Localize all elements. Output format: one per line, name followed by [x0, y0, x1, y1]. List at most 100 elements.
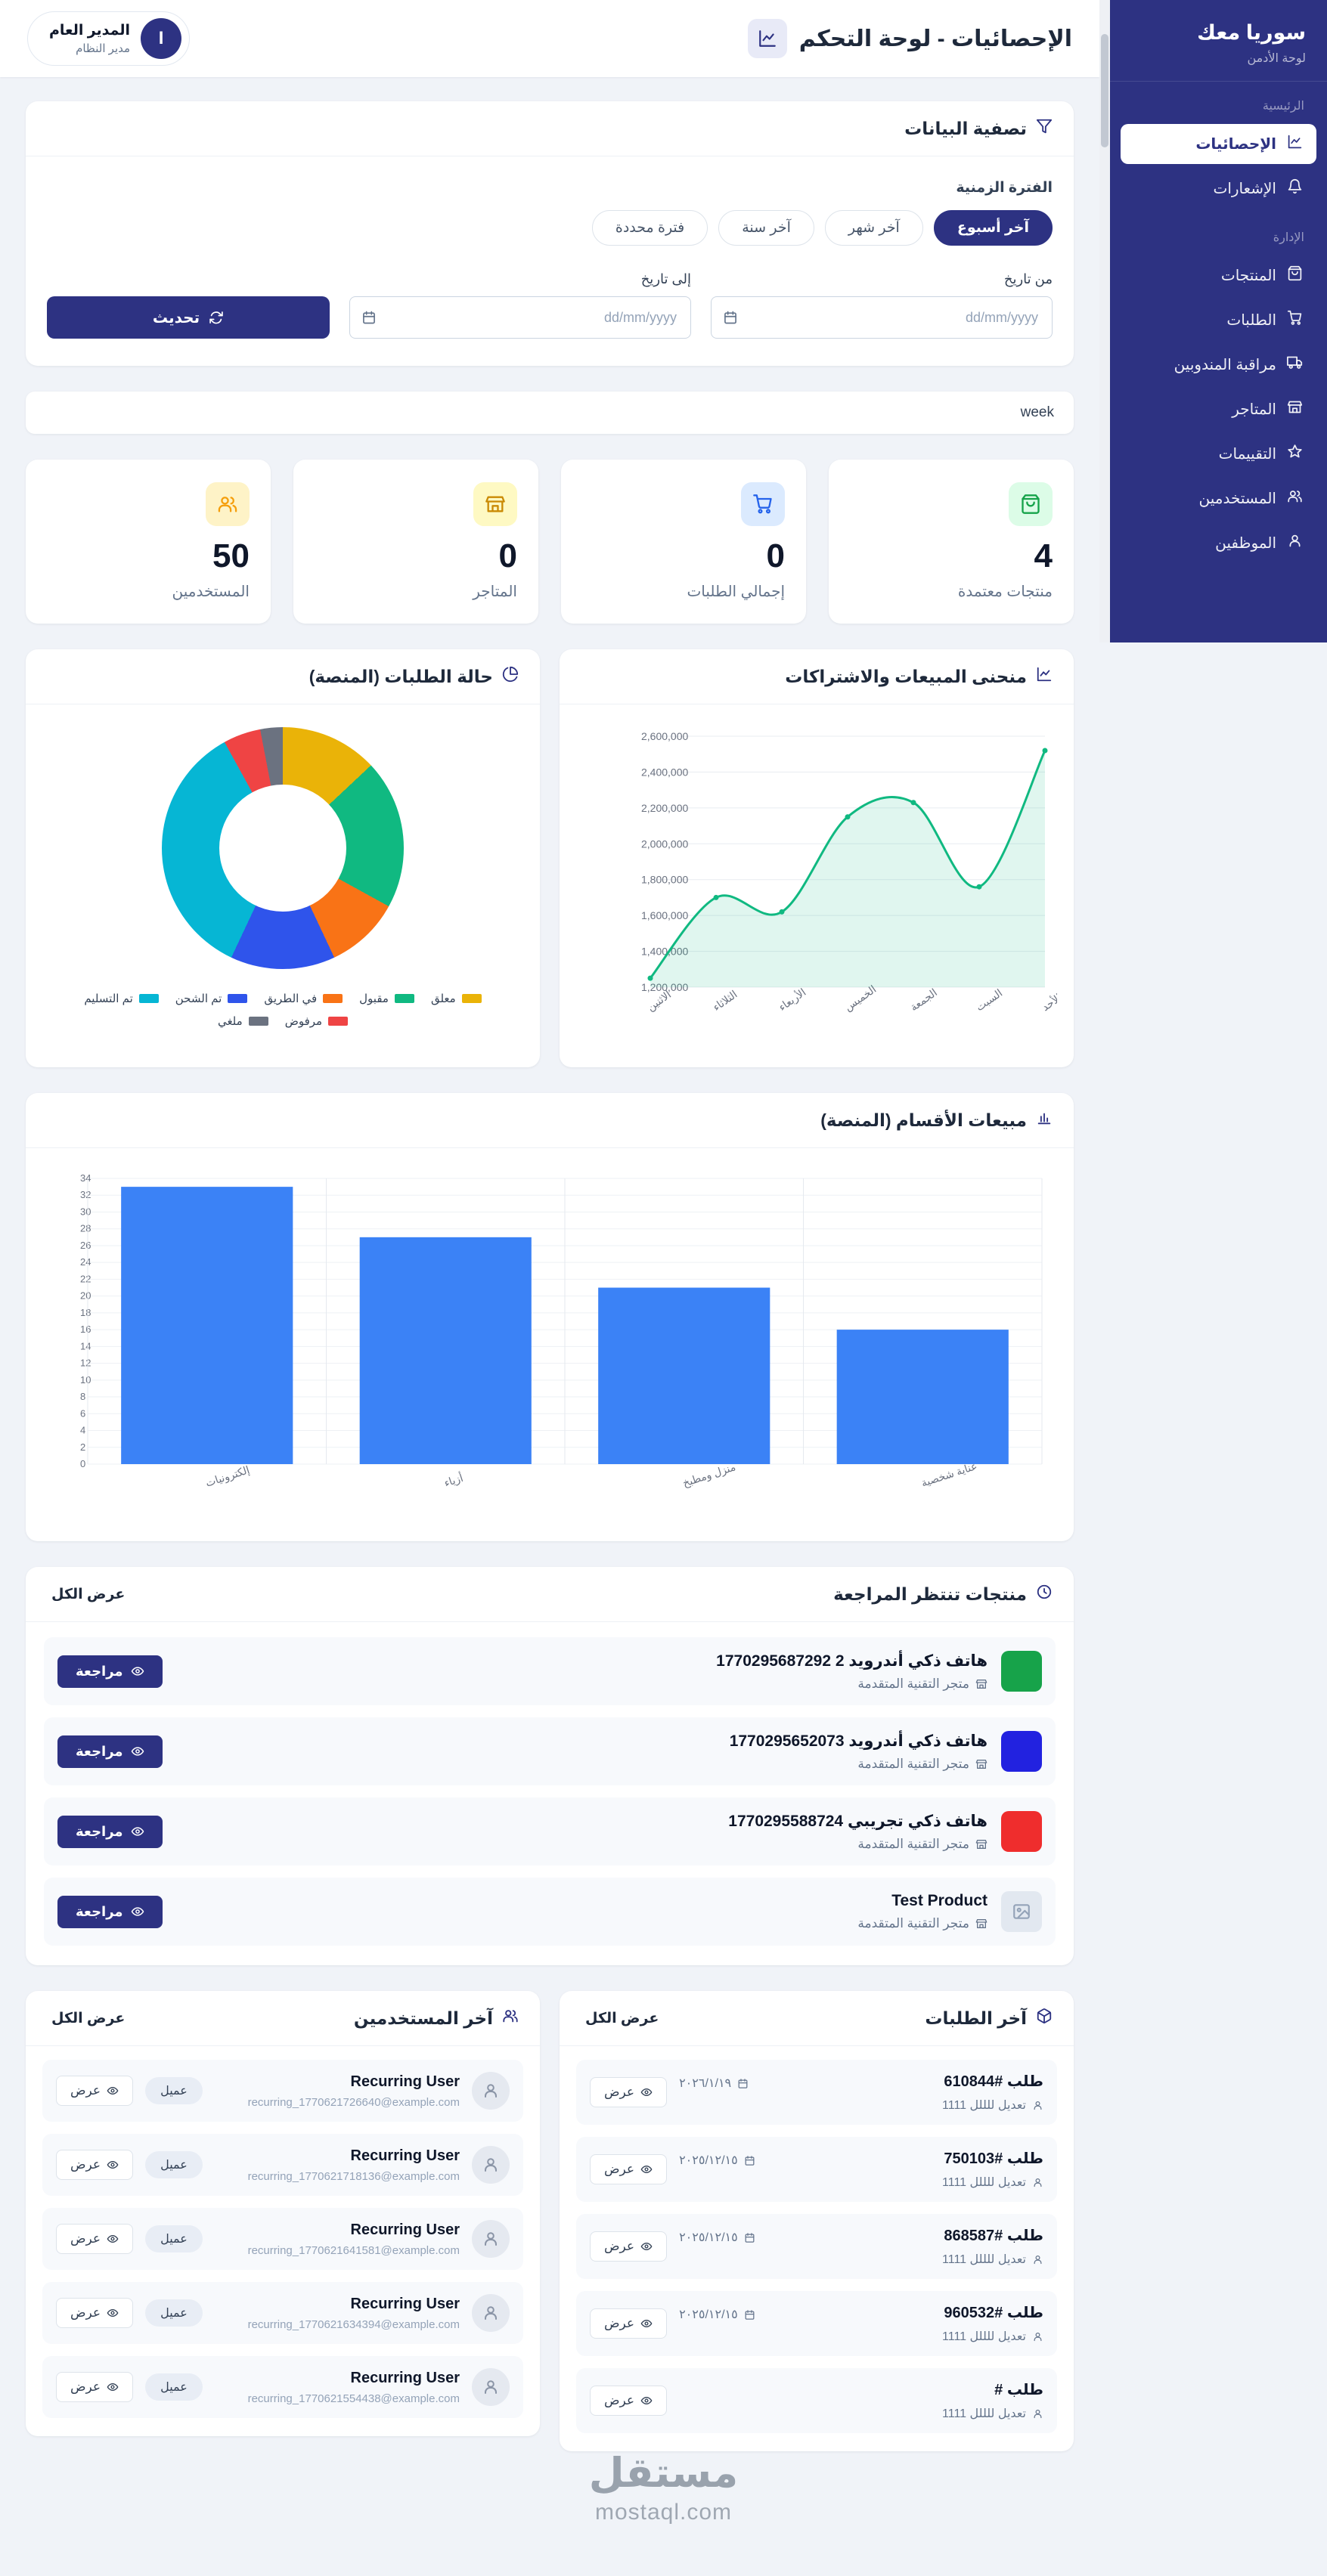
legend-label: تم الشحن: [175, 992, 222, 1005]
user-name: Recurring User: [350, 2147, 460, 2164]
view-user-button[interactable]: عرض: [56, 2150, 134, 2180]
page-title: الإحصائيات - لوحة التحكم: [798, 26, 1072, 51]
user-avatar-icon: [472, 2220, 510, 2258]
order-date: ٢٠٢٥/١٢/١٥: [679, 2307, 755, 2322]
from-date-input[interactable]: [711, 296, 1053, 339]
sidebar-item-statistics[interactable]: الإحصائيات: [1121, 124, 1316, 164]
svg-text:1,800,000: 1,800,000: [641, 874, 688, 886]
page: سوريا معك لوحة الأدمن الرئيسية الإحصائيا…: [0, 0, 1327, 2451]
view-order-button[interactable]: عرض: [590, 2077, 668, 2107]
review-button-label: مراجعة: [76, 1823, 123, 1839]
view-order-button[interactable]: عرض: [590, 2386, 668, 2416]
calendar-icon: [744, 2309, 755, 2321]
review-button[interactable]: مراجعة: [57, 1655, 163, 1688]
product-row: هاتف ذكي أندرويد 2 1770295687292 متجر ال…: [44, 1637, 1056, 1705]
period-custom-button[interactable]: فترة محددة: [591, 210, 708, 246]
update-button[interactable]: تحديث: [47, 296, 330, 339]
order-customer-name: تعديل للللل 1111: [942, 2330, 1026, 2343]
legend-item[interactable]: مقبول: [359, 992, 414, 1005]
legend-item[interactable]: مرفوض: [285, 1014, 349, 1028]
store-icon: [975, 1918, 987, 1930]
svg-text:1,400,000: 1,400,000: [641, 946, 688, 958]
app-title: سوريا معك: [1197, 21, 1306, 44]
store-icon: [1287, 399, 1303, 420]
sidebar-item-orders[interactable]: الطلبات: [1121, 300, 1316, 340]
order-info: طلب #960532 تعديل للللل 1111: [767, 2303, 1043, 2344]
sidebar-item-label: المستخدمين: [1198, 491, 1276, 507]
user-name: Recurring User: [350, 2295, 460, 2312]
bar-chart-svg: 0246810121416182022242628303234إلكترونيا…: [80, 1172, 1043, 1490]
view-order-button[interactable]: عرض: [590, 2154, 668, 2184]
legend-item[interactable]: ملغي: [218, 1014, 268, 1028]
view-user-button[interactable]: عرض: [56, 2076, 134, 2106]
view-order-label: عرض: [604, 2085, 635, 2099]
view-all-products-button[interactable]: عرض الكل: [47, 1585, 129, 1604]
to-date-input[interactable]: [349, 296, 691, 339]
svg-text:32: 32: [80, 1189, 91, 1200]
sidebar-item-users[interactable]: المستخدمين: [1121, 478, 1316, 519]
user-role-badge: عميل: [145, 2373, 203, 2401]
stat-value: 4: [1034, 537, 1053, 574]
view-order-button[interactable]: عرض: [590, 2308, 668, 2339]
sidebar-nav-main: الإحصائيات الإشعارات: [1110, 124, 1327, 209]
svg-text:6: 6: [80, 1407, 85, 1419]
view-order-label: عرض: [604, 2393, 635, 2407]
sidebar-item-label: مراقبة المندوبين: [1174, 357, 1276, 373]
sidebar-item-employees[interactable]: الموظفين: [1121, 523, 1316, 563]
sidebar-item-delegates-monitoring[interactable]: مراقبة المندوبين: [1121, 345, 1316, 385]
review-button[interactable]: مراجعة: [57, 1895, 163, 1928]
legend-item[interactable]: تم الشحن: [175, 992, 248, 1005]
user-role-badge: عميل: [145, 2225, 203, 2252]
view-user-button[interactable]: عرض: [56, 2372, 134, 2402]
view-order-label: عرض: [604, 2162, 635, 2176]
period-last-year-button[interactable]: آخر سنة: [718, 210, 814, 246]
period-last-week-button[interactable]: آخر أسبوع: [933, 210, 1053, 246]
sidebar-item-label: الموظفين: [1215, 535, 1276, 552]
user-row: Recurring User recurring_1770621641581@e…: [42, 2208, 523, 2270]
review-button[interactable]: مراجعة: [57, 1815, 163, 1848]
legend-item[interactable]: تم التسليم: [84, 992, 159, 1005]
admin-menu[interactable]: I المدير العام مدير النظام: [27, 11, 191, 66]
user-row: Recurring User recurring_1770621554438@e…: [42, 2356, 523, 2418]
legend-item[interactable]: معلق: [431, 992, 482, 1005]
svg-text:22: 22: [80, 1273, 91, 1284]
filter-icon: [1036, 118, 1053, 139]
svg-text:20: 20: [80, 1290, 91, 1302]
legend-swatch: [248, 1017, 268, 1026]
product-info: Test Product متجر التقنية المتقدمة: [176, 1892, 987, 1931]
user-name: Recurring User: [350, 2073, 460, 2090]
view-order-button[interactable]: عرض: [590, 2231, 668, 2262]
scrollbar-track[interactable]: [1099, 0, 1110, 642]
store-icon: [473, 482, 517, 526]
legend-item[interactable]: في الطريق: [264, 992, 343, 1005]
legend-label: مقبول: [359, 992, 389, 1005]
product-name: هاتف ذكي أندرويد 1770295652073: [729, 1732, 987, 1750]
view-user-label: عرض: [70, 2305, 101, 2320]
sidebar-item-products[interactable]: المنتجات: [1121, 255, 1316, 296]
calendar-icon: [744, 2232, 755, 2243]
order-customer-name: تعديل للللل 1111: [942, 2176, 1026, 2189]
view-user-button[interactable]: عرض: [56, 2298, 134, 2328]
shopping-bag-icon: [1009, 482, 1053, 526]
review-button[interactable]: مراجعة: [57, 1735, 163, 1768]
sidebar-item-ratings[interactable]: التقييمات: [1121, 434, 1316, 474]
order-info: طلب #750103 تعديل للللل 1111: [767, 2149, 1043, 2190]
order-number: طلب #610844: [944, 2073, 1043, 2090]
update-button-label: تحديث: [152, 309, 200, 327]
sidebar-item-stores[interactable]: المتاجر: [1121, 389, 1316, 429]
product-row: هاتف ذكي أندرويد 1770295652073 متجر التق…: [44, 1717, 1056, 1785]
view-user-button[interactable]: عرض: [56, 2224, 134, 2254]
view-all-users-button[interactable]: عرض الكل: [47, 2009, 129, 2028]
sidebar-item-notifications[interactable]: الإشعارات: [1121, 169, 1316, 209]
legend-swatch: [323, 994, 343, 1003]
scrollbar-thumb[interactable]: [1101, 34, 1108, 147]
order-customer-name: تعديل للللل 1111: [942, 2253, 1026, 2266]
view-all-orders-button[interactable]: عرض الكل: [581, 2009, 663, 2028]
user-email: recurring_1770621726640@example.com: [247, 2095, 460, 2109]
user-icon: [1032, 2331, 1043, 2342]
orders-list: طلب #610844 تعديل للللل 1111 ٢٠٢٦/١/١٩: [560, 2046, 1074, 2451]
period-last-month-button[interactable]: آخر شهر: [824, 210, 923, 246]
svg-text:أزياء: أزياء: [442, 1471, 465, 1490]
chart-line-icon: [747, 19, 787, 58]
product-store-name: متجر التقنية المتقدمة: [857, 1676, 969, 1691]
